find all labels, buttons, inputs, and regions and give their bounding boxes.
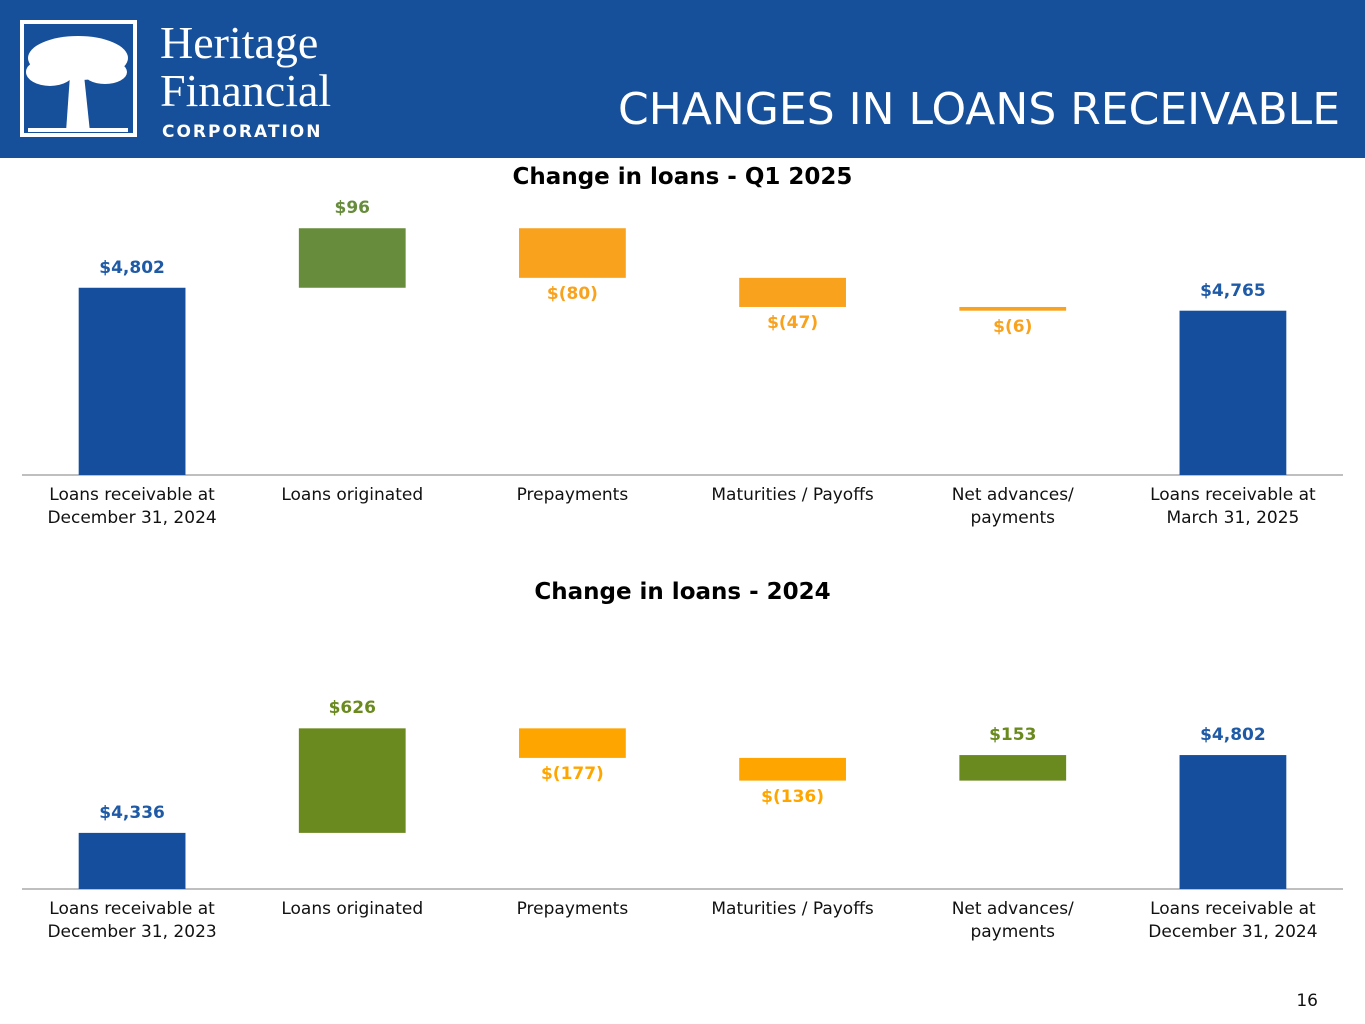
logo-subtext: CORPORATION (162, 122, 322, 142)
x-tick-label: Maturities / Payoffs (711, 899, 874, 919)
chart-title: Change in loans - 2024 (534, 579, 831, 605)
data-label: $153 (989, 725, 1037, 746)
x-tick-label: Loans receivable at December 31, 2023 (47, 899, 217, 942)
data-label: $4,802 (1200, 725, 1266, 746)
data-label: $626 (328, 698, 376, 719)
bar (959, 755, 1067, 781)
x-tick-label: Loans originated (281, 485, 424, 505)
header-band (0, 0, 1365, 158)
logo-text: Financial (160, 65, 331, 116)
bar (298, 728, 406, 833)
data-label: $96 (334, 198, 371, 219)
data-label: $4,765 (1200, 280, 1266, 301)
x-tick-label: Loans receivable at March 31, 2025 (1150, 485, 1316, 528)
data-label: $(80) (546, 283, 598, 304)
data-label: $(47) (767, 312, 819, 333)
logo-tree (26, 36, 128, 132)
bar (298, 228, 406, 288)
x-tick-label: Loans receivable at December 31, 2024 (1148, 899, 1318, 942)
chart-title: Change in loans - Q1 2025 (512, 164, 853, 190)
data-label: $(136) (761, 786, 825, 807)
bar (519, 228, 626, 278)
bar (1179, 310, 1287, 475)
x-tick-label: Prepayments (516, 485, 629, 505)
x-tick-label: Loans originated (281, 899, 424, 919)
x-tick-label: Prepayments (516, 899, 629, 919)
x-tick-label: Net advances/ payments (951, 485, 1074, 528)
data-label: $4,336 (99, 802, 165, 823)
bar (739, 277, 846, 307)
bar (739, 757, 846, 781)
data-label: $(177) (540, 763, 604, 784)
bar (1179, 755, 1287, 889)
bar (959, 306, 1067, 311)
logo-frame (20, 20, 137, 137)
x-tick-label: Loans receivable at December 31, 2024 (47, 485, 217, 528)
x-tick-label: Net advances/ payments (951, 899, 1074, 942)
bar (78, 832, 186, 889)
x-tick-label: Maturities / Payoffs (711, 485, 874, 505)
logo-text: Heritage (160, 17, 318, 68)
slide-title: CHANGES IN LOANS RECEIVABLE (618, 84, 1340, 135)
data-label: $4,802 (99, 257, 165, 278)
bar (519, 728, 626, 758)
bar (78, 287, 186, 475)
data-label: $(6) (993, 316, 1033, 337)
page-number: 16 (1296, 991, 1318, 1011)
